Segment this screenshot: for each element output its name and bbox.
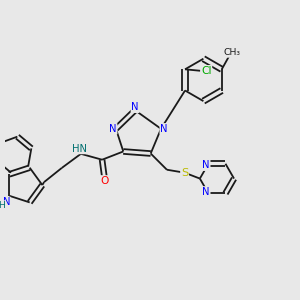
Text: H: H: [0, 201, 5, 210]
Text: CH₃: CH₃: [224, 48, 241, 57]
Text: Cl: Cl: [201, 66, 211, 76]
Text: N: N: [3, 197, 10, 207]
Text: S: S: [181, 168, 188, 178]
Text: N: N: [160, 124, 168, 134]
Text: N: N: [202, 187, 210, 197]
Text: O: O: [100, 176, 109, 186]
Text: N: N: [202, 160, 210, 170]
Text: HN: HN: [72, 143, 87, 154]
Text: N: N: [109, 124, 117, 134]
Text: N: N: [131, 102, 139, 112]
